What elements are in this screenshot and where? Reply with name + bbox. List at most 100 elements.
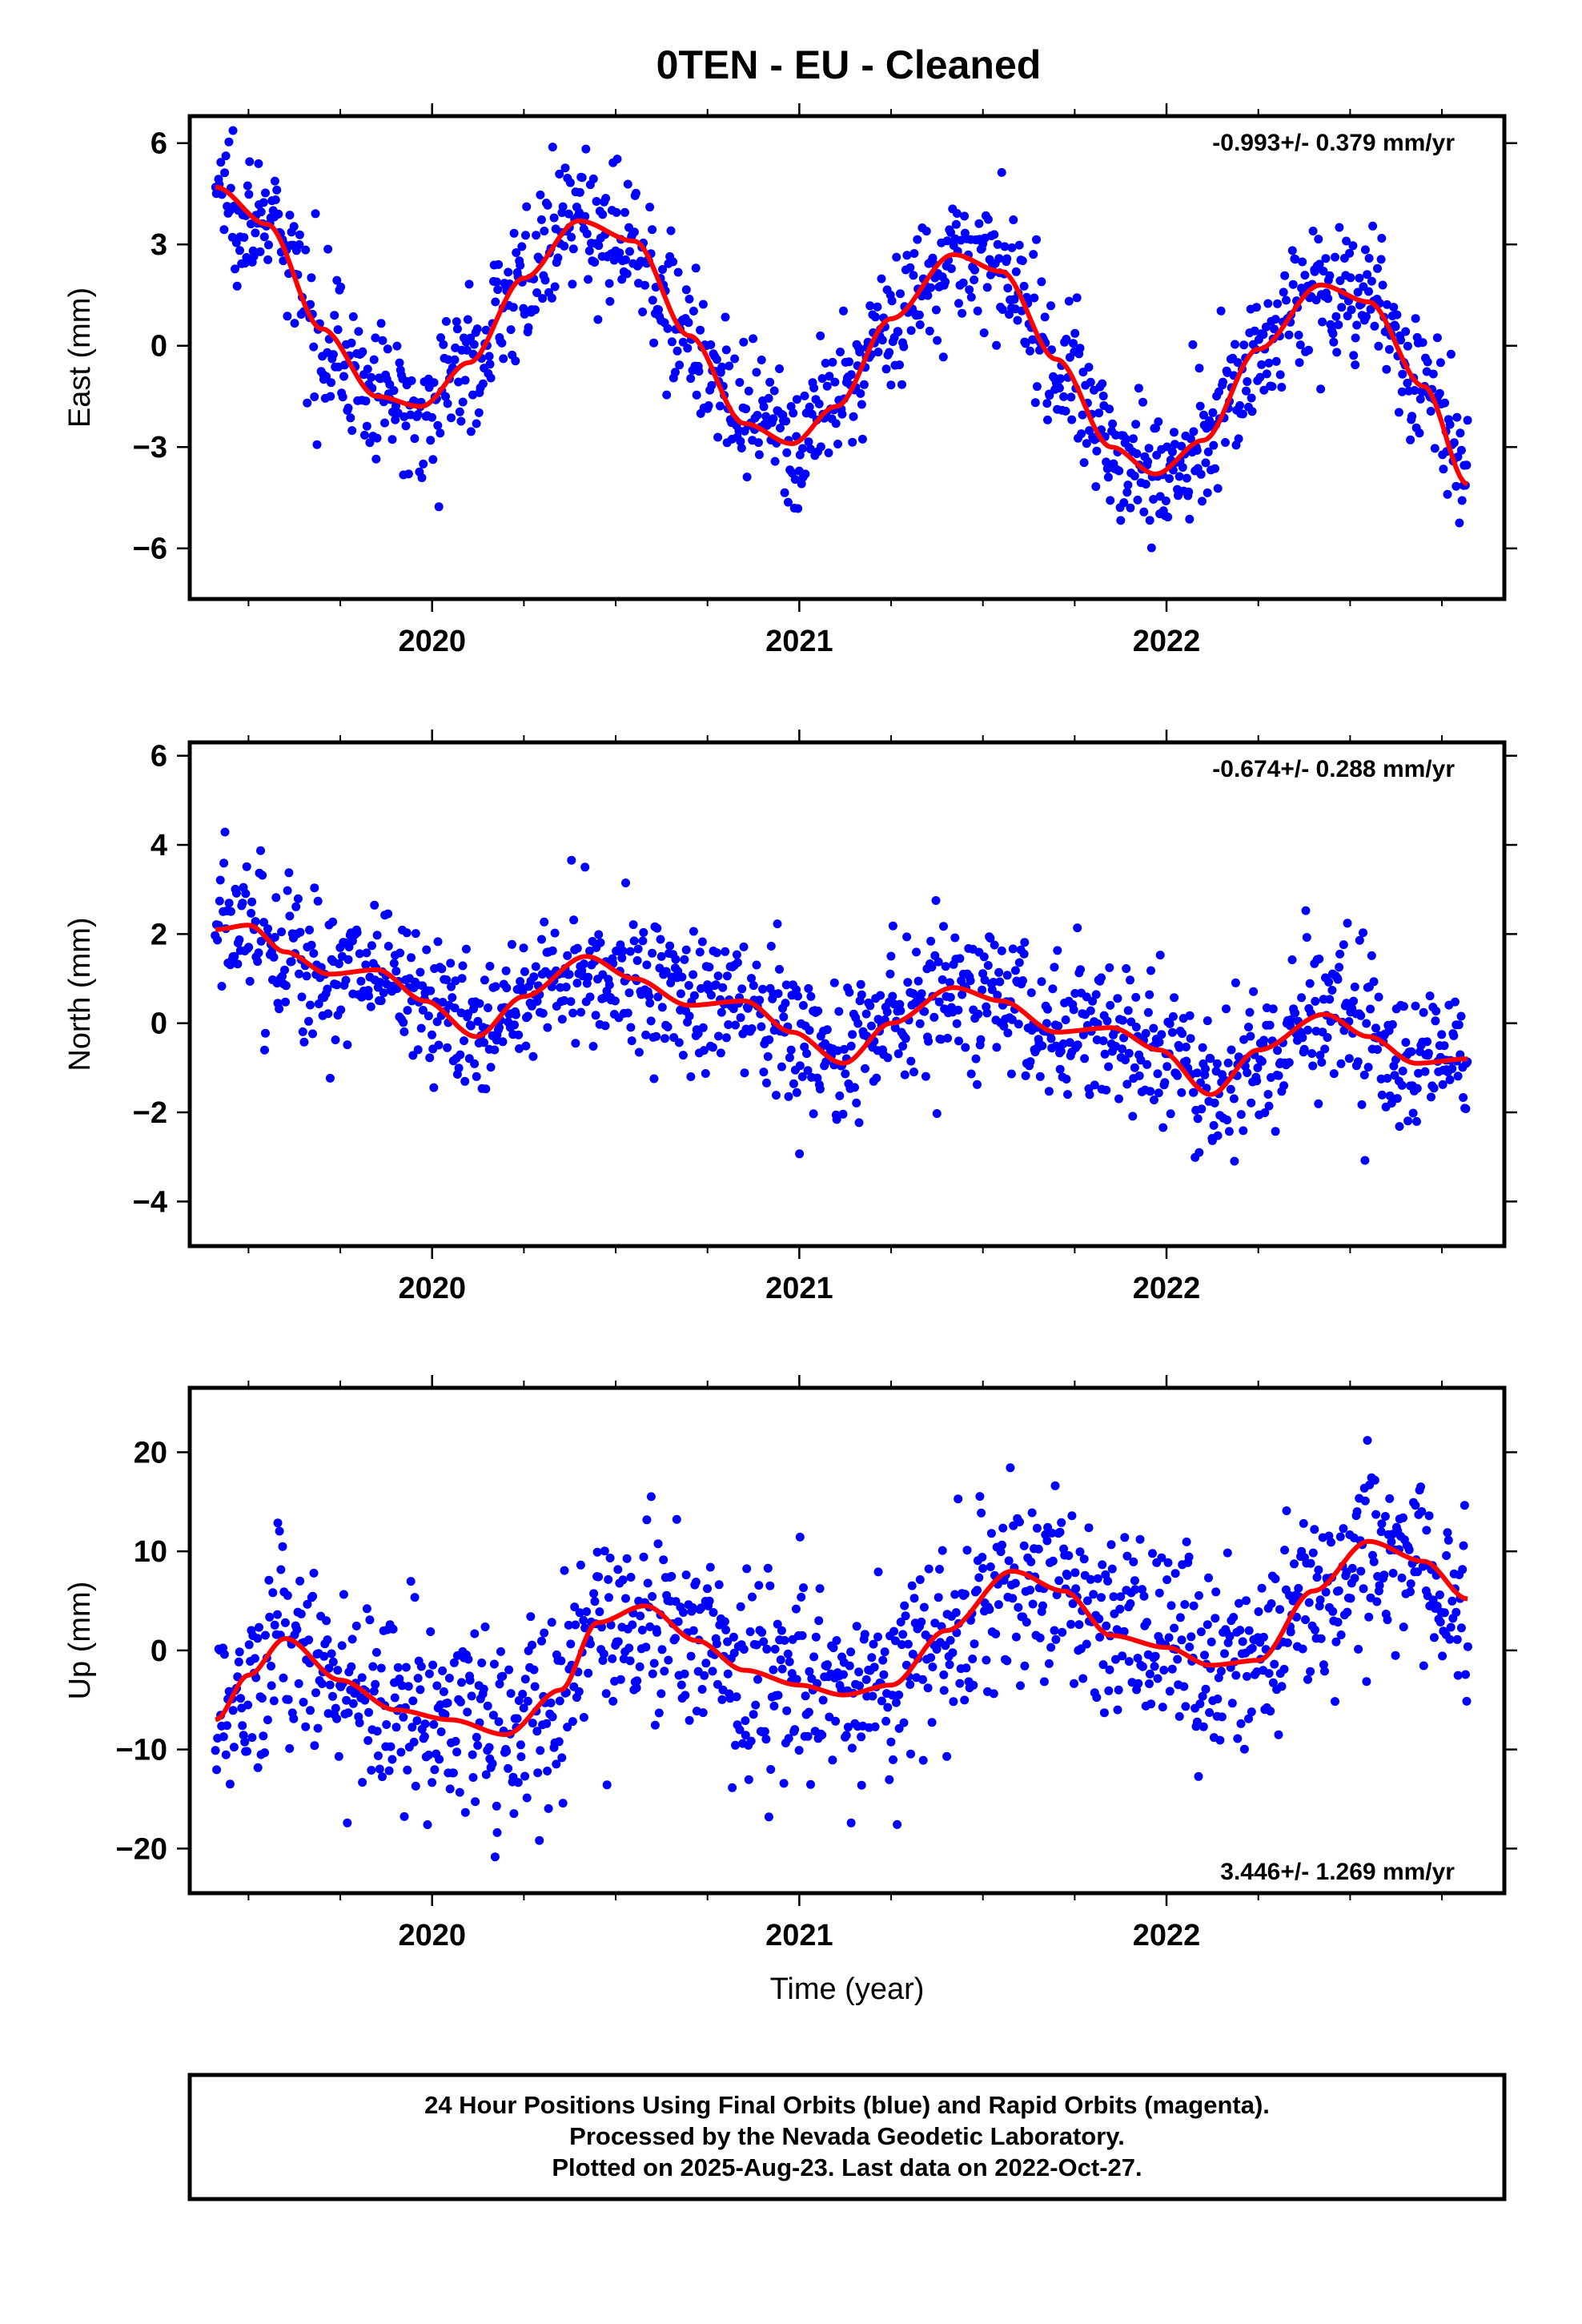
up-data-point — [918, 1675, 927, 1684]
east-data-point — [1284, 330, 1294, 340]
up-fit-line — [215, 1538, 1468, 1737]
up-data-point — [397, 1681, 407, 1691]
up-data-point — [1103, 1576, 1113, 1586]
north-data-point — [366, 1002, 375, 1011]
north-data-point — [689, 927, 698, 936]
north-data-point — [661, 967, 671, 976]
up-data-point — [387, 1755, 397, 1764]
up-data-point — [697, 1685, 707, 1694]
up-data-point — [1203, 1620, 1212, 1630]
up-data-point — [713, 1679, 722, 1689]
east-data-point — [769, 386, 779, 396]
north-data-point — [689, 991, 699, 1000]
up-data-point — [811, 1632, 821, 1642]
east-data-point — [780, 488, 789, 497]
east-data-point — [1201, 458, 1211, 468]
north-data-point — [1155, 951, 1165, 960]
east-data-point — [295, 240, 304, 249]
up-data-point — [1236, 1719, 1246, 1728]
up-data-point — [894, 1723, 904, 1733]
north-data-point — [1141, 1028, 1150, 1038]
up-data-point — [899, 1718, 909, 1727]
up-data-point — [935, 1565, 944, 1574]
east-data-point — [1259, 330, 1268, 340]
east-data-point — [1264, 358, 1274, 368]
north-data-point — [1065, 1038, 1074, 1047]
north-data-point — [850, 1083, 859, 1092]
up-data-point — [306, 1706, 315, 1715]
north-data-point — [779, 1012, 789, 1022]
up-data-point — [1179, 1682, 1189, 1691]
up-data-point — [428, 1778, 437, 1787]
north-data-point — [550, 928, 560, 938]
north-data-point — [838, 1109, 848, 1119]
north-data-point — [271, 893, 281, 903]
up-data-point — [443, 1699, 452, 1707]
north-data-point — [1146, 1087, 1155, 1096]
north-data-point — [567, 855, 576, 865]
east-data-point — [1208, 408, 1218, 417]
east-data-point — [1134, 384, 1143, 393]
north-data-point — [773, 989, 783, 999]
north-data-point — [437, 964, 447, 974]
east-data-point — [1116, 516, 1126, 525]
up-data-point — [751, 1700, 761, 1710]
east-data-point — [1154, 417, 1163, 427]
north-data-point — [1210, 1098, 1219, 1108]
footer-line-1: 24 Hour Positions Using Final Orbits (bl… — [424, 2091, 1270, 2119]
east-data-point — [1415, 394, 1425, 404]
up-data-point — [861, 1675, 871, 1684]
east-data-point — [336, 282, 346, 292]
up-data-point — [1391, 1651, 1400, 1660]
up-data-point — [520, 1675, 530, 1684]
east-data-point — [804, 437, 813, 447]
east-data-point — [594, 241, 604, 251]
north-data-point — [906, 1056, 916, 1066]
north-data-point — [256, 846, 265, 855]
north-data-point — [576, 1007, 586, 1017]
up-data-point — [257, 1694, 267, 1703]
north-data-point — [1192, 1068, 1202, 1078]
up-data-point — [739, 1645, 749, 1654]
north-data-point — [861, 1009, 871, 1019]
east-data-point — [464, 279, 474, 289]
up-data-point — [1424, 1511, 1434, 1521]
north-data-point — [950, 933, 960, 943]
up-data-point — [622, 1554, 632, 1563]
east-data-point — [1345, 248, 1355, 258]
north-data-point — [502, 983, 512, 993]
up-data-point — [303, 1599, 312, 1609]
east-data-point — [1389, 303, 1399, 312]
north-data-point — [749, 981, 758, 991]
north-data-point — [648, 948, 657, 958]
up-data-point — [594, 1572, 604, 1582]
up-data-point — [484, 1743, 494, 1752]
up-data-point — [304, 1635, 314, 1645]
up-data-point — [945, 1660, 954, 1670]
east-data-point — [1045, 391, 1054, 400]
east-data-point — [721, 345, 731, 355]
up-data-point — [729, 1632, 738, 1642]
north-data-point — [370, 900, 379, 910]
up-data-point — [373, 1751, 383, 1760]
east-data-point — [593, 315, 603, 324]
up-data-point — [1157, 1553, 1166, 1562]
up-data-point — [301, 1722, 311, 1731]
east-data-point — [1103, 472, 1113, 482]
east-data-point — [290, 319, 299, 328]
north-data-point — [591, 1011, 600, 1020]
north-data-point — [245, 976, 255, 986]
east-data-point — [358, 347, 367, 356]
east-data-point — [577, 173, 587, 183]
up-data-point — [1314, 1565, 1323, 1574]
up-data-point — [1170, 1623, 1179, 1633]
up-data-point — [342, 1695, 351, 1705]
east-data-point — [1098, 379, 1107, 388]
up-data-point — [1181, 1702, 1191, 1711]
north-data-point — [355, 949, 364, 959]
east-data-point — [1332, 348, 1342, 357]
north-data-point — [785, 1053, 794, 1063]
north-data-point — [1166, 1109, 1175, 1119]
up-data-point — [1419, 1661, 1428, 1671]
north-data-point — [531, 962, 540, 971]
